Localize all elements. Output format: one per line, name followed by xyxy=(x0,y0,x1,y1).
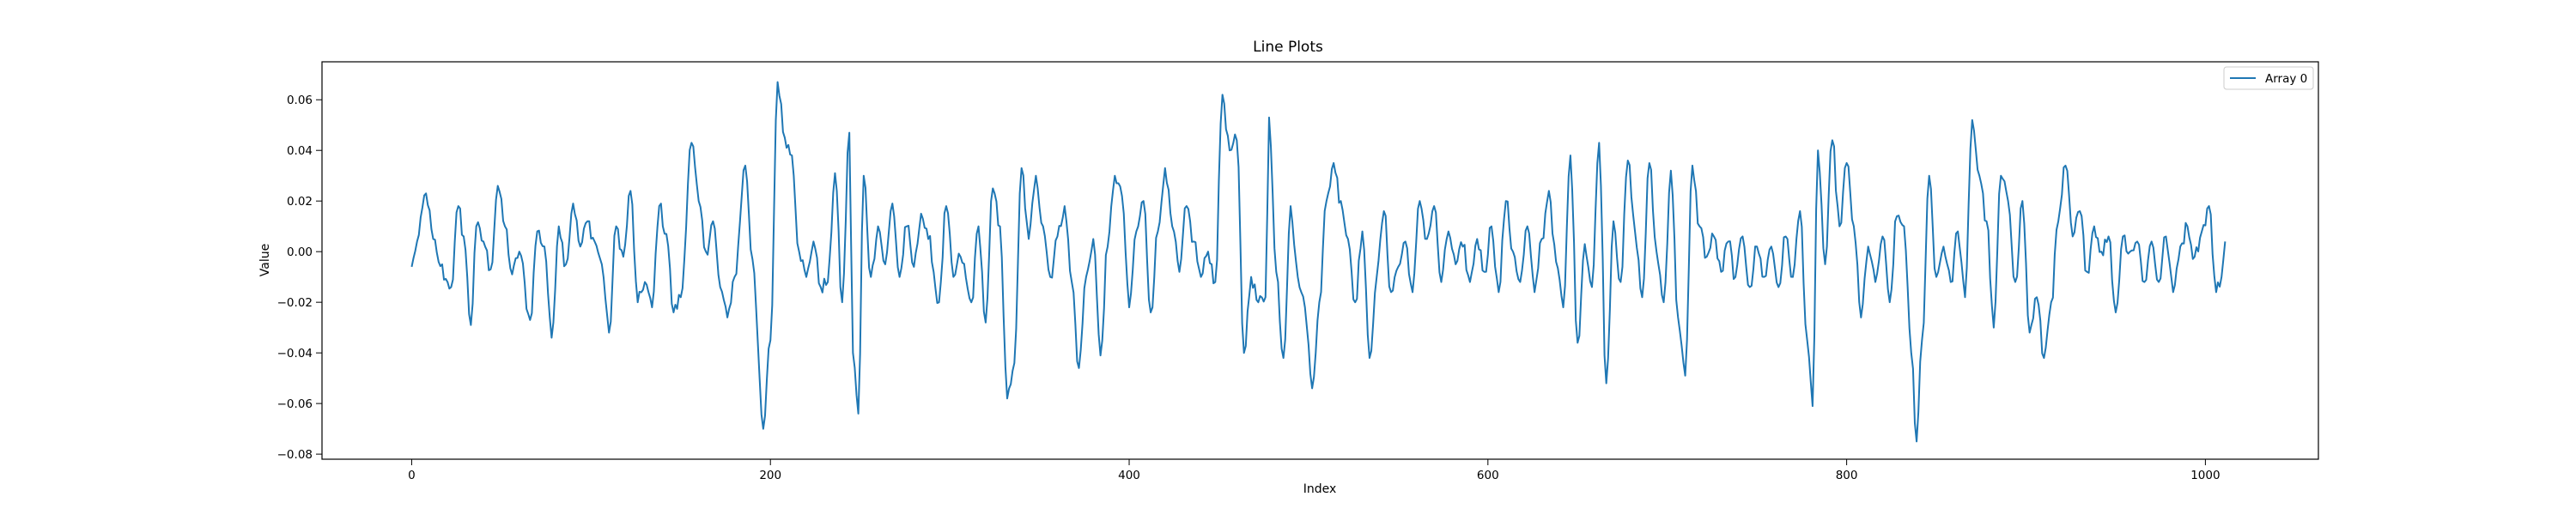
x-tick-label: 200 xyxy=(759,469,781,482)
y-tick-label: 0.04 xyxy=(287,144,313,158)
y-tick-label: −0.06 xyxy=(277,397,313,411)
y-axis-label: Value xyxy=(258,244,272,276)
y-tick-label: 0.00 xyxy=(287,245,313,259)
x-tick-label: 1000 xyxy=(2190,469,2220,482)
x-tick-label: 600 xyxy=(1477,469,1499,482)
x-tick-label: 800 xyxy=(1836,469,1858,482)
y-tick-label: −0.04 xyxy=(277,347,313,360)
x-tick-label: 0 xyxy=(408,469,416,482)
x-tick-label: 400 xyxy=(1118,469,1140,482)
x-axis-ticks: 0 200 400 600 800 1000 xyxy=(408,459,2221,482)
series-line-array-0 xyxy=(410,81,2227,443)
y-tick-label: 0.02 xyxy=(287,195,313,209)
y-tick-label: 0.06 xyxy=(287,94,313,107)
chart-title: Line Plots xyxy=(1253,39,1323,56)
plot-frame xyxy=(321,61,2319,460)
legend-box xyxy=(2223,66,2314,90)
y-tick-label: −0.02 xyxy=(277,296,313,310)
y-tick-label: −0.08 xyxy=(277,448,313,462)
y-axis-ticks: −0.08 −0.06 −0.04 −0.02 0.00 0.02 0.04 0.06 xyxy=(277,94,322,462)
legend-label-array-0: Array 0 xyxy=(2265,72,2307,86)
x-axis-label: Index xyxy=(1303,482,1337,496)
legend: Array 0 xyxy=(2223,66,2314,90)
